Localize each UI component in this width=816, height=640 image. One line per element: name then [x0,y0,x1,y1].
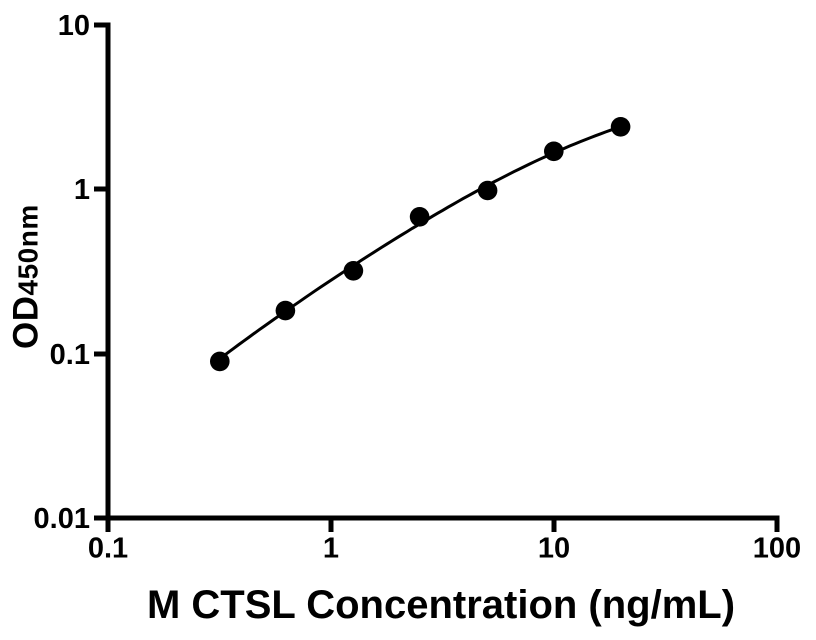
svg-text:M CTSL Concentration (ng/mL): M CTSL Concentration (ng/mL) [147,583,735,627]
svg-text:100: 100 [753,533,801,565]
svg-text:1: 1 [74,174,90,206]
svg-text:OD450nm: OD450nm [7,204,46,349]
svg-text:10: 10 [538,533,570,565]
svg-text:10: 10 [58,10,90,42]
svg-text:0.01: 0.01 [34,503,90,535]
svg-text:1: 1 [323,533,339,565]
svg-text:0.1: 0.1 [88,533,128,565]
svg-text:0.1: 0.1 [50,339,90,371]
